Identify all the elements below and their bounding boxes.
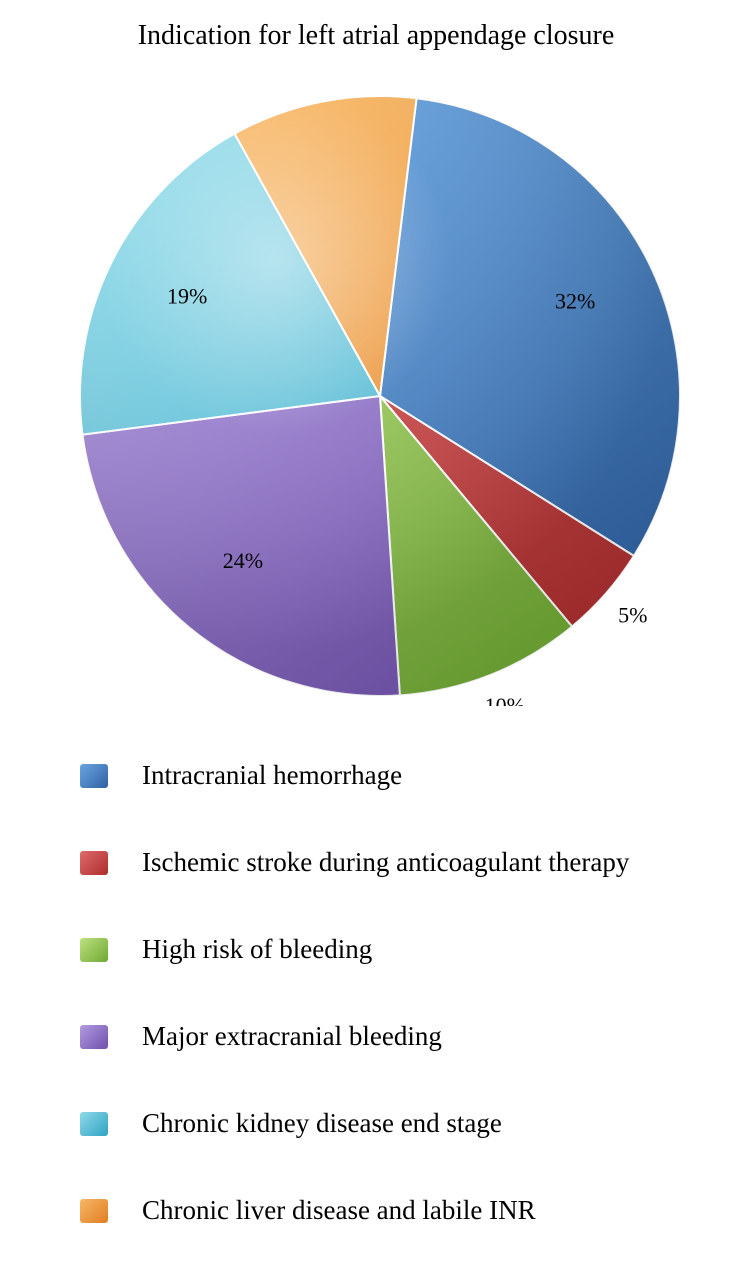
legend-label: High risk of bleeding <box>142 934 372 965</box>
pie-chart: 32%5%10%24%19%10% <box>70 86 690 706</box>
legend-item: Intracranial hemorrhage <box>80 760 629 791</box>
legend-label: Ischemic stroke during anticoagulant the… <box>142 847 629 878</box>
legend-item: Chronic liver disease and labile INR <box>80 1195 629 1226</box>
legend-swatch <box>80 851 108 875</box>
legend-swatch <box>80 1112 108 1136</box>
pie-slice-label: 19% <box>167 284 207 309</box>
legend-swatch <box>80 1199 108 1223</box>
pie-slice-label: 32% <box>555 288 595 313</box>
legend-label: Major extracranial bleeding <box>142 1021 442 1052</box>
chart-title: Indication for left atrial appendage clo… <box>0 20 752 52</box>
legend-label: Intracranial hemorrhage <box>142 760 402 791</box>
legend-item: Ischemic stroke during anticoagulant the… <box>80 847 629 878</box>
legend-swatch <box>80 764 108 788</box>
pie-slice-label: 24% <box>223 548 263 573</box>
legend-swatch <box>80 938 108 962</box>
legend-label: Chronic kidney disease end stage <box>142 1108 502 1139</box>
chart-container: Indication for left atrial appendage clo… <box>0 0 752 1286</box>
legend-swatch <box>80 1025 108 1049</box>
pie-slice <box>82 396 399 696</box>
legend: Intracranial hemorrhage Ischemic stroke d… <box>80 760 629 1282</box>
pie-slice-label: 5% <box>618 602 647 627</box>
pie-slice-label: 10% <box>485 693 525 706</box>
pie-svg: 32%5%10%24%19%10% <box>70 86 690 706</box>
legend-item: Major extracranial bleeding <box>80 1021 629 1052</box>
legend-item: High risk of bleeding <box>80 934 629 965</box>
legend-item: Chronic kidney disease end stage <box>80 1108 629 1139</box>
legend-label: Chronic liver disease and labile INR <box>142 1195 536 1226</box>
